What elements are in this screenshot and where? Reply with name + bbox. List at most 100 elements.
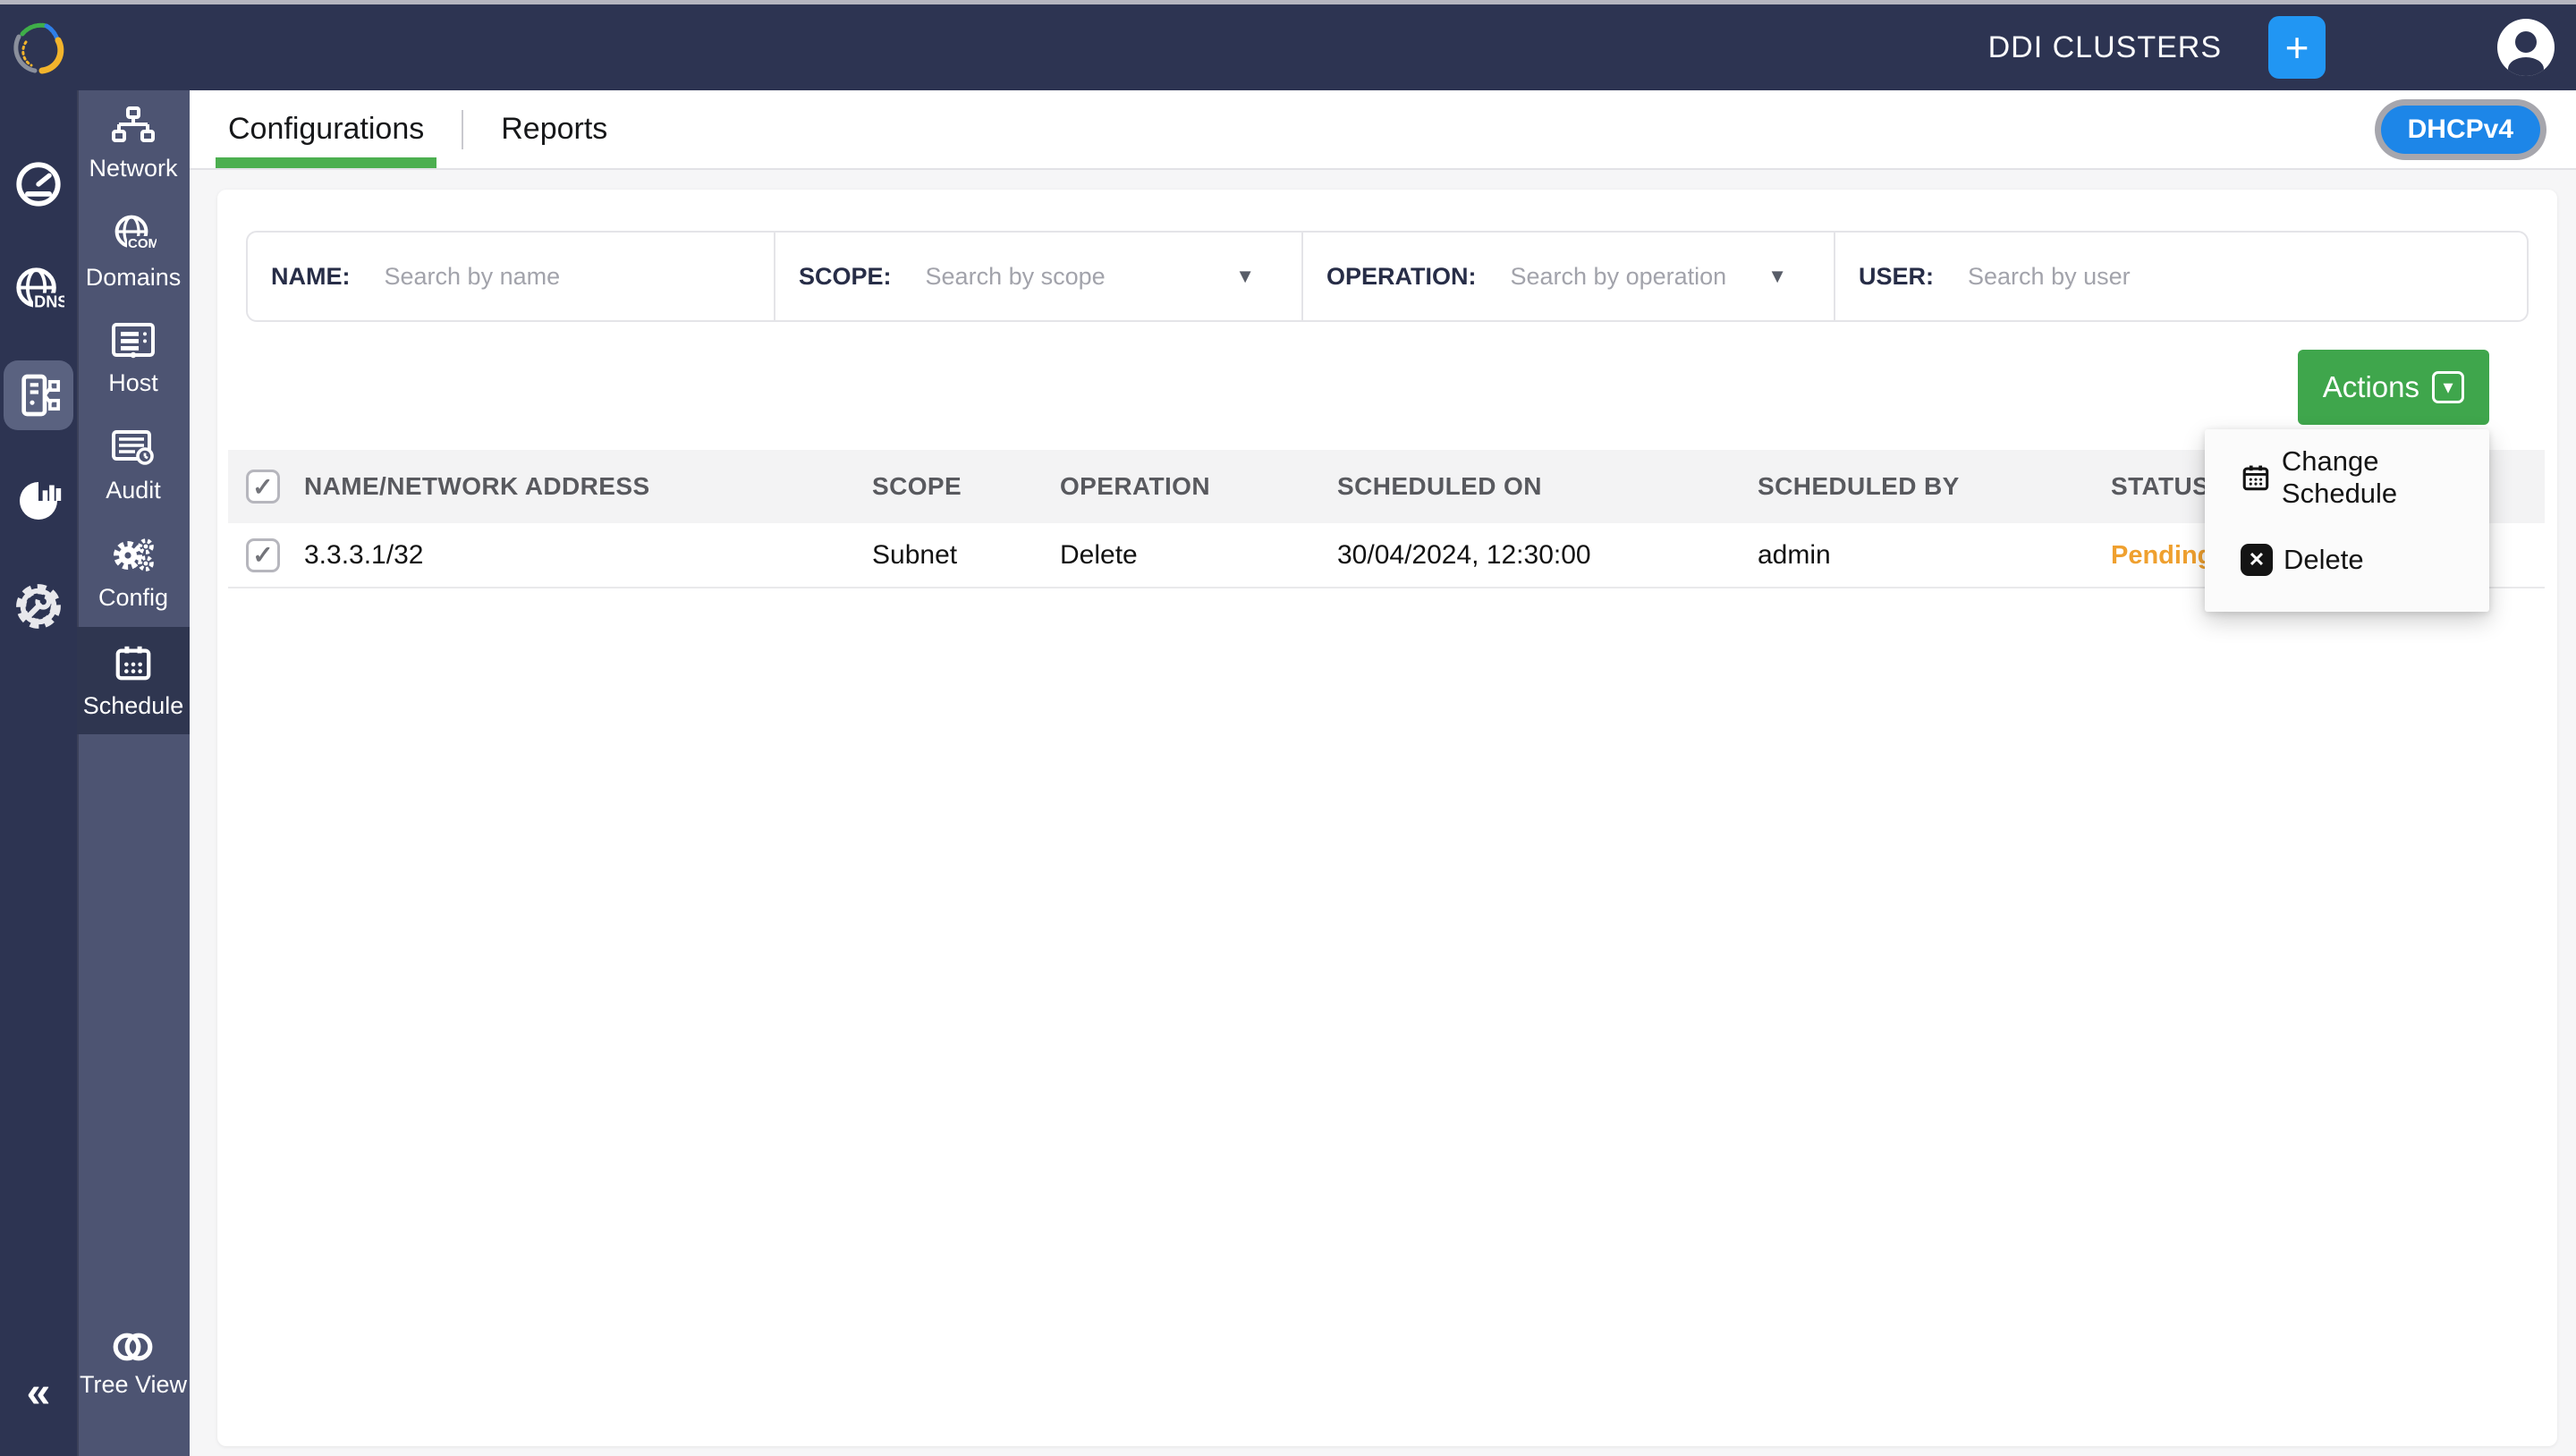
dashboard-icon — [16, 162, 61, 207]
filter-operation-label: OPERATION: — [1326, 262, 1477, 290]
delete-x-icon: ✕ — [2241, 544, 2273, 576]
dns-globe-icon: DNS — [16, 267, 64, 310]
menu-item-label: Delete — [2284, 544, 2364, 575]
plus-icon: + — [2284, 24, 2309, 71]
sidebar-item-label: Audit — [106, 476, 161, 504]
filter-scope-label: SCOPE: — [799, 262, 892, 290]
filter-user-label: USER: — [1859, 262, 1935, 290]
rail-item-dns[interactable]: DNS — [0, 237, 77, 343]
menu-item-change-schedule[interactable]: Change Schedule — [2205, 445, 2489, 509]
sidebar-collapse-button[interactable]: « — [0, 1372, 77, 1415]
tab-label: Configurations — [228, 112, 425, 146]
clusters-title: DDI CLUSTERS — [1987, 30, 2222, 64]
schedule-calendar-icon — [115, 646, 151, 680]
cell-network-address: 3.3.3.1/32 — [304, 539, 424, 570]
sidebar-item-label: Tree View — [79, 1370, 188, 1398]
dhcpv4-badge-label: DHCPv4 — [2380, 105, 2540, 154]
tab-bar: Configurations Reports DHCPv4 — [190, 90, 2576, 170]
status-badge: Pending — [2111, 540, 2214, 570]
svg-text:COM: COM — [128, 236, 157, 251]
actions-button[interactable]: Actions ▾ — [2297, 350, 2489, 425]
sidebar-item-host[interactable]: Host — [77, 305, 190, 412]
top-navbar: DDI CLUSTERS + — [0, 4, 2576, 90]
ipam-flow-icon — [21, 374, 61, 417]
filter-bar: NAME: SCOPE: Search by scope ▼ OPERATION… — [246, 231, 2529, 322]
add-cluster-button[interactable]: + — [2268, 16, 2326, 79]
calendar-icon — [2242, 465, 2269, 491]
sidebar-item-tree-view[interactable]: Tree View — [77, 1311, 190, 1418]
sidebar-item-network[interactable]: Network — [77, 90, 190, 198]
rail-item-ipam[interactable] — [0, 343, 77, 448]
col-header-scope: SCOPE — [872, 472, 962, 500]
menu-item-label: Change Schedule — [2281, 445, 2398, 509]
filter-scope[interactable]: SCOPE: Search by scope ▼ — [774, 233, 1301, 320]
col-header-operation: OPERATION — [1060, 472, 1210, 500]
sidebar-item-label: Host — [108, 368, 158, 396]
cell-scheduled-by: admin — [1758, 539, 1831, 570]
cell-operation: Delete — [1060, 539, 1138, 570]
stats-pie-icon — [20, 482, 62, 520]
logo-swirl-icon — [13, 22, 64, 74]
actions-dropdown-menu: Change Schedule ✕ Delete — [2205, 429, 2489, 612]
select-all-checkbox[interactable]: ✓ — [246, 470, 280, 504]
tab-reports[interactable]: Reports — [490, 90, 618, 168]
rail-item-dashboard[interactable] — [0, 131, 77, 237]
actions-caret-icon: ▾ — [2432, 371, 2464, 403]
caret-down-icon[interactable]: ▼ — [1235, 265, 1255, 287]
audit-log-icon — [112, 429, 154, 465]
scope-select-value: Search by scope — [925, 262, 1106, 290]
table-header-row: ✓ NAME/NETWORK ADDRESS SCOPE OPERATION S… — [228, 450, 2545, 523]
name-search-input[interactable] — [384, 262, 774, 291]
table-row[interactable]: ✓ 3.3.3.1/32 Subnet Delete 30/04/2024, 1… — [228, 523, 2545, 588]
tab-configurations[interactable]: Configurations — [215, 90, 437, 168]
sidebar-item-domains[interactable]: COM Domains — [77, 198, 190, 305]
app-logo[interactable] — [0, 13, 77, 81]
sidebar-item-label: Schedule — [82, 691, 184, 719]
svg-text:DNS: DNS — [34, 292, 64, 310]
menu-item-delete[interactable]: ✕ Delete — [2205, 533, 2489, 587]
active-rail-chip — [4, 360, 73, 430]
collapse-chevrons-icon: « — [26, 1369, 51, 1417]
schedule-table: ✓ NAME/NETWORK ADDRESS SCOPE OPERATION S… — [228, 450, 2545, 588]
cell-scope: Subnet — [872, 539, 958, 570]
filter-name-label: NAME: — [271, 262, 351, 290]
settings-wrench-icon — [16, 584, 61, 629]
host-server-icon — [112, 322, 155, 358]
actions-button-label: Actions — [2322, 370, 2419, 403]
user-search-input[interactable] — [1968, 262, 2527, 291]
operation-select-value: Search by operation — [1510, 262, 1727, 290]
tab-divider — [462, 109, 464, 149]
filter-name: NAME: — [248, 233, 774, 320]
filter-user: USER: — [1834, 233, 2527, 320]
caret-down-icon[interactable]: ▼ — [1767, 265, 1787, 287]
check-icon: ✓ — [252, 541, 274, 569]
dhcpv4-badge[interactable]: DHCPv4 — [2374, 98, 2546, 160]
content-area: NAME: SCOPE: Search by scope ▼ OPERATION… — [190, 170, 2576, 1456]
rail-item-stats[interactable] — [0, 448, 77, 554]
tab-label: Reports — [501, 112, 608, 146]
schedule-card: NAME: SCOPE: Search by scope ▼ OPERATION… — [217, 190, 2557, 1446]
window-top-strip — [0, 0, 2576, 4]
check-icon: ✓ — [252, 472, 274, 501]
col-header-scheduled-by: SCHEDULED BY — [1758, 472, 1960, 500]
col-header-name: NAME/NETWORK ADDRESS — [304, 472, 650, 500]
tree-view-toggle-icon — [113, 1333, 153, 1360]
caret-glyph: ▾ — [2443, 376, 2453, 398]
col-header-scheduled-on: SCHEDULED ON — [1337, 472, 1542, 500]
cross-glyph: ✕ — [2248, 548, 2266, 571]
module-sidebar: Network COM Domains Host — [77, 90, 190, 1456]
person-icon — [2497, 19, 2555, 76]
sidebar-item-label: Domains — [85, 263, 182, 291]
config-gears-icon — [114, 538, 154, 571]
network-tree-icon — [112, 106, 155, 142]
filter-operation[interactable]: OPERATION: Search by operation ▼ — [1301, 233, 1834, 320]
row-checkbox[interactable]: ✓ — [246, 538, 280, 572]
rail-item-settings[interactable] — [0, 554, 77, 659]
icon-rail: DNS — [0, 90, 77, 1456]
sidebar-item-config[interactable]: Config — [77, 520, 190, 627]
domains-globe-icon: COM — [114, 215, 157, 251]
user-avatar[interactable] — [2496, 17, 2556, 78]
sidebar-item-schedule[interactable]: Schedule — [77, 627, 190, 734]
sidebar-item-audit[interactable]: Audit — [77, 412, 190, 520]
sidebar-item-label: Network — [89, 154, 178, 182]
